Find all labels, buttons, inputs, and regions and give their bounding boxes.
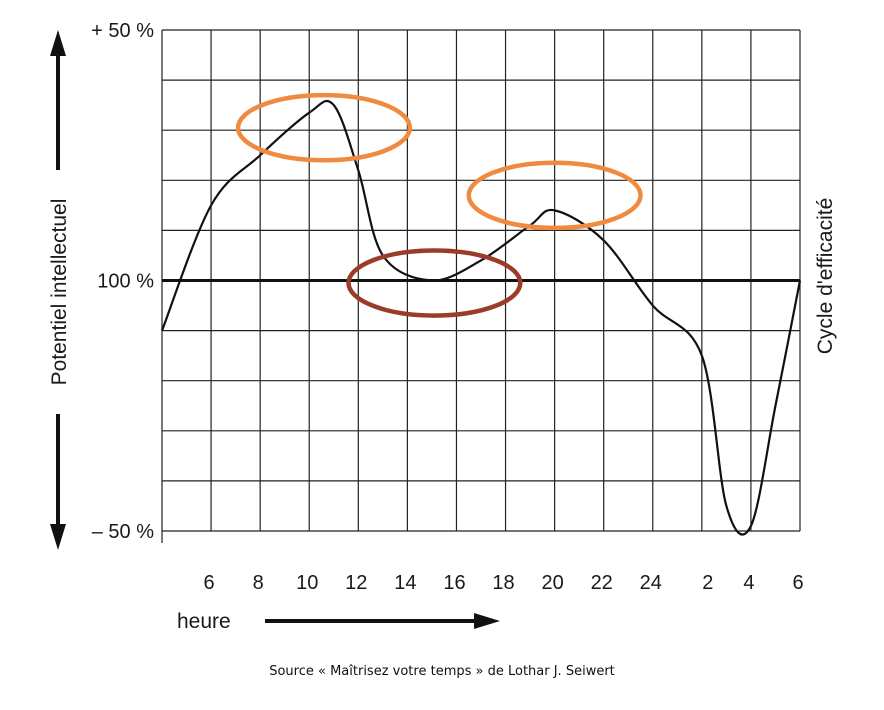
x-tick-label: 10 (296, 572, 318, 594)
highlight-ellipse-1 (235, 92, 413, 163)
x-tick-label: 4 (743, 572, 754, 594)
x-axis-title: heure (177, 610, 231, 633)
annotations (235, 92, 643, 318)
up-arrow-head (50, 30, 66, 56)
x-tick-label: 6 (792, 572, 803, 594)
highlight-ellipse-2 (466, 160, 643, 231)
left-axis-title-group: Potentiel intellectuel (48, 30, 71, 550)
x-tick-label: 20 (541, 572, 563, 594)
y-tick-label: + 50 % (91, 20, 154, 42)
left-axis-title: Potentiel intellectuel (48, 199, 71, 386)
x-tick-label: 14 (394, 572, 416, 594)
y-tick-label: – 50 % (92, 521, 154, 543)
x-tick-label: 12 (345, 572, 367, 594)
x-tick-labels: 6 8 10 12 14 16 18 20 22 24 2 4 6 (204, 572, 804, 594)
right-axis-title: Cycle d'efficacité (814, 198, 837, 355)
x-tick-label: 18 (492, 572, 514, 594)
x-tick-label: 22 (591, 572, 613, 594)
y-tick-label: 100 % (97, 271, 154, 293)
down-arrow-head (50, 524, 66, 550)
efficiency-cycle-chart: + 50 %100 %– 50 % 6 8 10 12 14 16 18 20 22 24 2 4 6 … (48, 20, 837, 633)
series-line-efficiency (160, 99, 802, 536)
x-arrow-head (474, 613, 500, 629)
y-tick-labels: + 50 % 100 % – 50 % (91, 20, 154, 543)
x-tick-label: 16 (443, 572, 465, 594)
x-tick-label: 24 (640, 572, 662, 594)
x-tick-label: 2 (702, 572, 713, 594)
highlight-ellipse-3 (346, 248, 523, 318)
source-caption: Source « Maîtrisez votre temps » de Loth… (269, 664, 615, 679)
x-tick-label: 6 (204, 572, 215, 594)
x-tick-label: 8 (253, 572, 264, 594)
